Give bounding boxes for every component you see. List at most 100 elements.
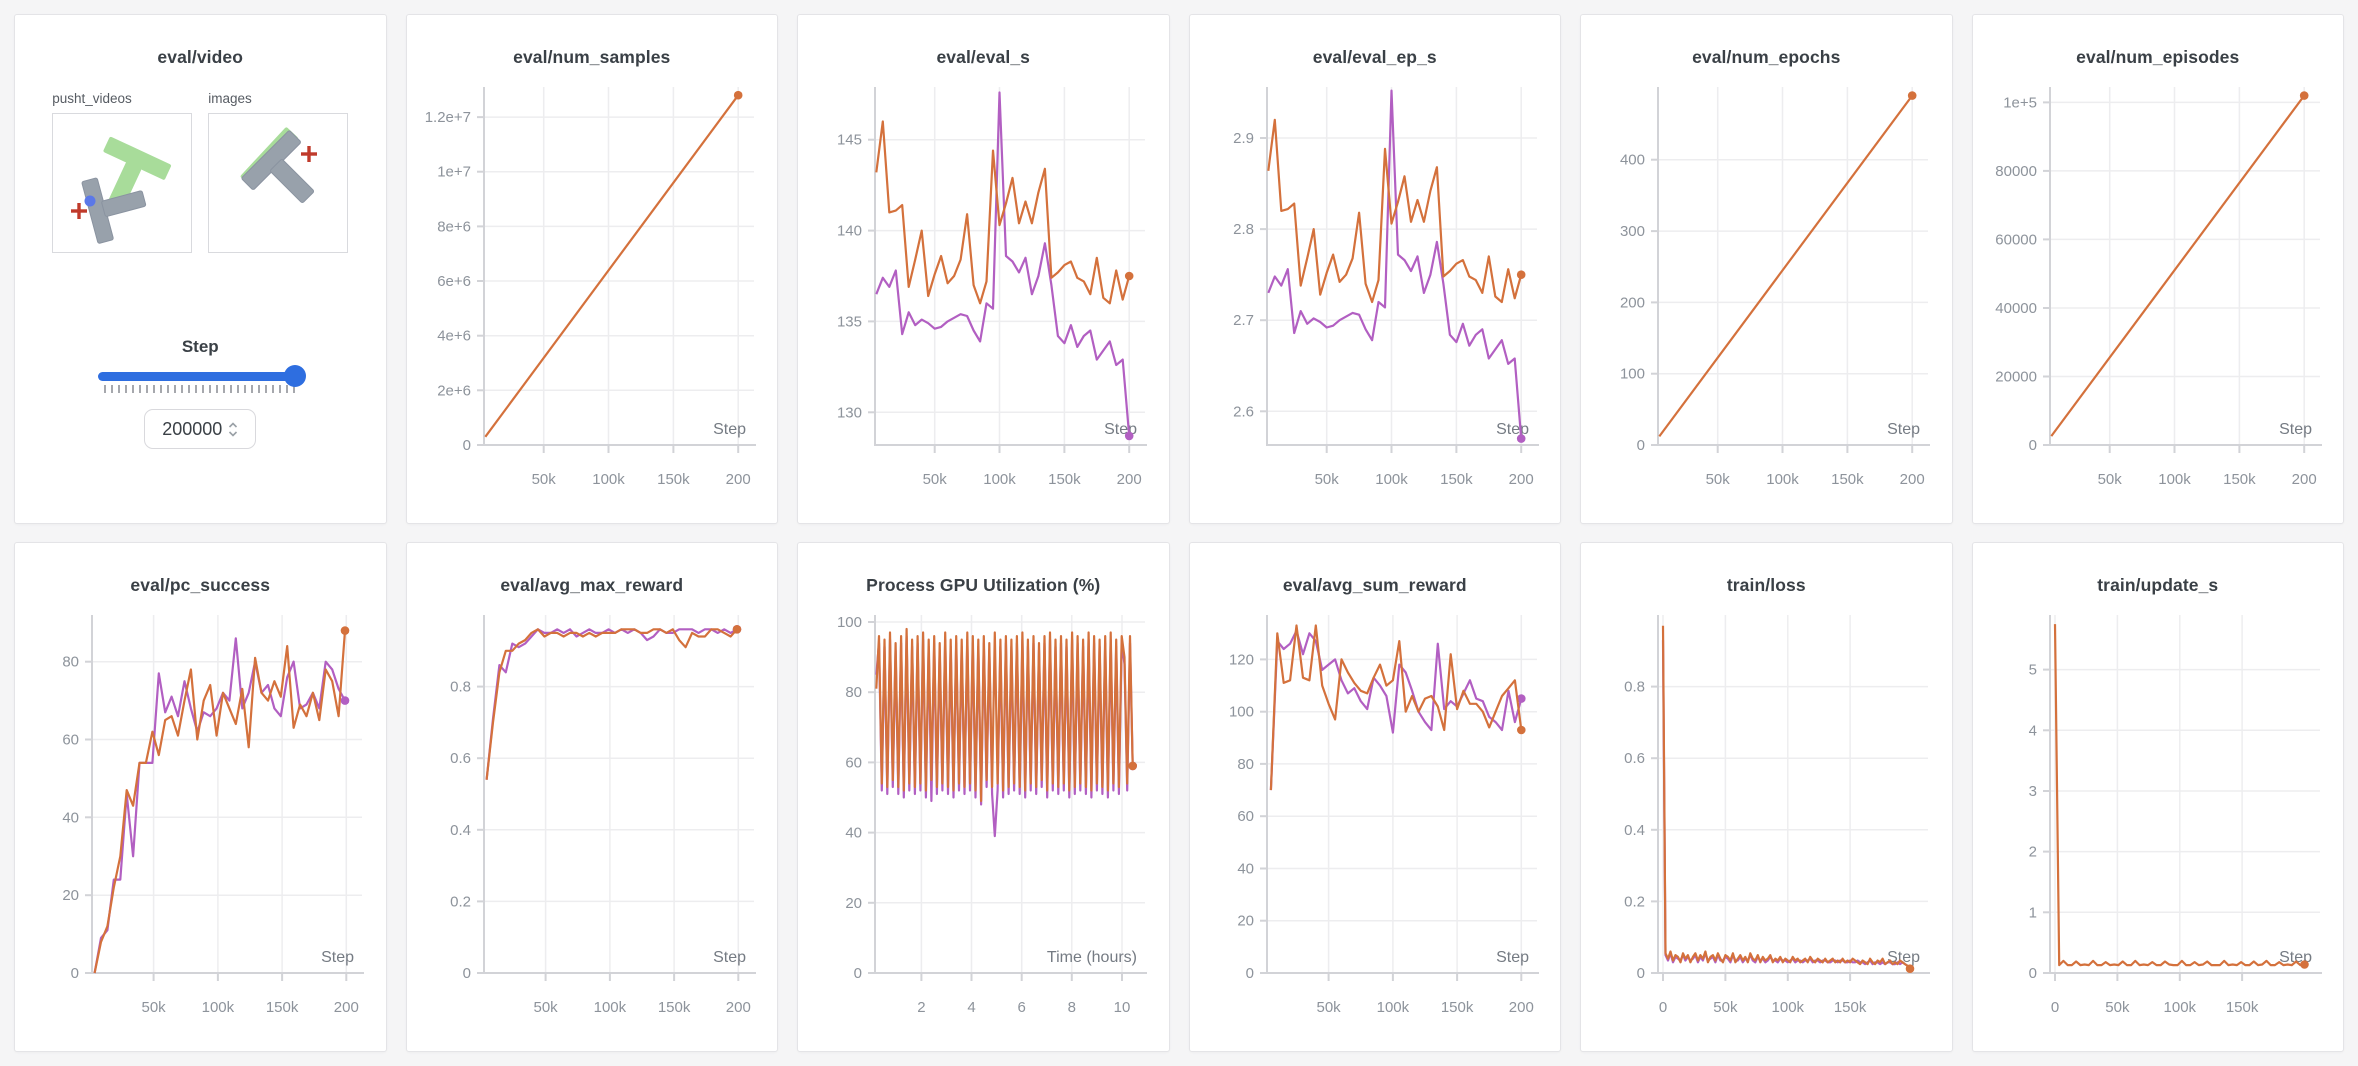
gridlines — [2049, 87, 2320, 445]
y-tick-label: 0 — [1637, 965, 1645, 982]
y-tick-label: 40 — [1237, 861, 1254, 878]
x-tick-label: 50k — [1706, 471, 1731, 488]
series-line-orange — [1269, 624, 1523, 791]
panel-eval-avg-sum-reward: eval/avg_sum_reward 50k 100k 150k 200 0 20 40 6… — [1188, 542, 1561, 1052]
y-tick-label: 40 — [63, 809, 80, 826]
media-col-images: images — [208, 91, 349, 253]
x-tick-label: 150k — [1048, 471, 1081, 488]
x-tick-label: 200 — [1900, 471, 1925, 488]
chart-title: train/loss — [1726, 575, 1806, 595]
pusht-agent-dot — [84, 195, 96, 207]
chart-title: eval/num_samples — [513, 47, 671, 67]
chevron-down-icon[interactable] — [228, 430, 238, 437]
series-endpoint-dot-orange — [1516, 270, 1526, 279]
x-tick-label: 50k — [533, 999, 558, 1016]
series-line-orange — [2050, 94, 2305, 437]
y-tick-label: 145 — [837, 132, 862, 149]
gridlines — [483, 615, 754, 973]
x-tick-label: 100k — [2158, 471, 2191, 488]
x-tick-label: 50k — [531, 471, 556, 488]
series-endpoint-dot-orange — [1128, 761, 1138, 771]
x-tick-label: 6 — [1018, 999, 1026, 1016]
series-endpoint-dot-purple — [1516, 434, 1526, 443]
images-target-cross-icon — [301, 146, 318, 162]
y-tick-label: 20 — [63, 887, 80, 904]
media-thumbnail-pusht-videos[interactable] — [52, 113, 193, 253]
x-tick-label: 150k — [1831, 471, 1864, 488]
y-tick-label: 0.4 — [450, 822, 471, 839]
series-endpoint-dot-purple — [1516, 694, 1526, 703]
chart-canvas[interactable]: 50k 100k 150k 200 0 20 40 60 80 100 120 Step — [1205, 605, 1545, 1033]
x-tick-label: 0 — [1659, 999, 1667, 1016]
y-tick-label: 100 — [1229, 704, 1254, 721]
chart-canvas[interactable]: 50k 100k 150k 200 0 100 200 300 400 Step — [1596, 77, 1936, 505]
chart-title: Process GPU Utilization (%) — [866, 575, 1101, 595]
y-tick-label: 130 — [837, 404, 862, 421]
x-tick-label: 100k — [1766, 471, 1799, 488]
x-tick-label: 100k — [593, 999, 626, 1016]
axes — [85, 615, 365, 981]
axes — [868, 615, 1148, 981]
x-tick-label: 50k — [1316, 999, 1341, 1016]
y-tick-label: 1 — [2028, 904, 2036, 921]
x-tick-label: 150k — [1834, 999, 1867, 1016]
y-tick-label: 2 — [2028, 844, 2036, 861]
chart-title: eval/pc_success — [130, 575, 271, 595]
series-line-orange — [875, 627, 1135, 803]
y-tick-label: 1e+5 — [2003, 94, 2037, 111]
chart-canvas[interactable]: 50k 100k 150k 200 0 0.2 0.4 0.6 0.8 Step — [422, 605, 762, 1033]
chart-canvas[interactable]: 50k 100k 150k 200 0 20 40 60 80 Step — [30, 605, 370, 1033]
panel-train-update-s: train/update_s 0 50k 100k 150k 0 1 2 3 4 5 Step — [1971, 542, 2344, 1052]
y-tick-label: 6e+6 — [437, 273, 471, 290]
y-tick-label: 4 — [2028, 722, 2036, 739]
x-tick-label: 50k — [923, 471, 948, 488]
gridlines — [483, 87, 754, 445]
chart-canvas[interactable]: 50k 100k 150k 200 0 20000 40000 60000 80000 1e+5 S… — [1988, 77, 2328, 505]
x-tick-label: 100k — [1376, 999, 1409, 1016]
chevron-up-icon[interactable] — [228, 421, 238, 429]
media-label-pusht-videos: pusht_videos — [52, 91, 132, 106]
y-tick-label: 80 — [1237, 756, 1254, 773]
x-tick-label: 200 — [1117, 471, 1142, 488]
step-slider[interactable] — [98, 365, 307, 393]
step-input-spinner[interactable] — [228, 421, 238, 437]
series-line-purple — [1269, 629, 1523, 791]
step-slider-track[interactable] — [98, 365, 307, 387]
x-tick-label: 100k — [1375, 471, 1408, 488]
series-endpoint-dot-orange — [1905, 964, 1915, 973]
y-tick-label: 3 — [2028, 783, 2036, 800]
x-tick-label: 50k — [2097, 471, 2122, 488]
pusht-video-frame — [71, 136, 172, 244]
chart-title: eval/avg_max_reward — [500, 575, 684, 595]
x-tick-label: 4 — [968, 999, 976, 1016]
tick-labels: 50k 100k 150k 200 0 20 40 60 80 — [63, 654, 360, 1016]
x-tick-label: 150k — [2226, 999, 2259, 1016]
chart-canvas[interactable]: 50k 100k 150k 200 2.6 2.7 2.8 2.9 Step — [1205, 77, 1545, 505]
y-tick-label: 80 — [846, 684, 863, 701]
y-tick-label: 2.7 — [1233, 312, 1254, 329]
y-tick-label: 1.2e+7 — [424, 109, 470, 126]
y-tick-label: 2.9 — [1233, 130, 1254, 147]
axes — [1259, 87, 1539, 453]
media-thumbnail-images[interactable] — [208, 113, 349, 253]
step-slider-thumb[interactable] — [284, 365, 307, 387]
chart-canvas[interactable]: 50k 100k 150k 200 0 2e+6 4e+6 6e+6 8e+6 1e+7 1.2e+… — [422, 77, 762, 505]
y-tick-label: 0 — [1637, 437, 1645, 454]
y-tick-label: 60 — [1237, 808, 1254, 825]
series-endpoint-dot-purple — [340, 696, 350, 705]
step-value-text: 200000 — [162, 418, 223, 439]
tick-labels: 50k 100k 150k 200 0 20000 40000 60000 80000 1e+5 — [1995, 94, 2316, 488]
y-tick-label: 0 — [2028, 437, 2036, 454]
gridlines — [1266, 87, 1537, 445]
x-tick-label: 150k — [1441, 999, 1474, 1016]
y-tick-label: 120 — [1229, 651, 1254, 668]
x-tick-label: 150k — [2223, 471, 2256, 488]
x-tick-label: 2 — [917, 999, 925, 1016]
step-value-input[interactable]: 200000 — [144, 409, 257, 449]
panel-process-gpu-utilization: Process GPU Utilization (%) 2 4 6 8 10 0 20 40 6… — [797, 542, 1170, 1052]
